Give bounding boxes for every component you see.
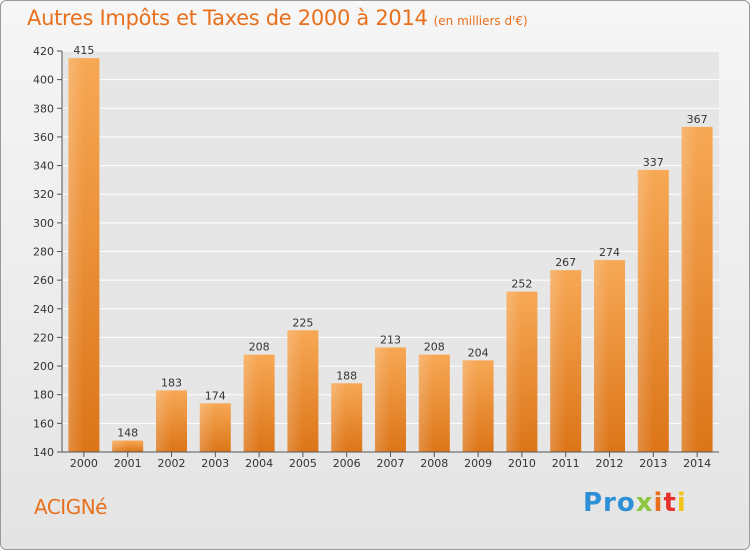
y-tick-label: 300 — [33, 217, 54, 230]
bar-highlight — [462, 360, 479, 452]
y-tick-label: 400 — [33, 74, 54, 87]
bar-highlight — [243, 354, 260, 452]
data-label: 208 — [249, 341, 270, 354]
y-tick-label: 360 — [33, 131, 54, 144]
data-label: 415 — [73, 44, 94, 57]
data-label: 267 — [555, 256, 576, 269]
y-tick-label: 220 — [33, 331, 54, 344]
data-label: 148 — [117, 427, 138, 440]
logo-part-3: i — [653, 488, 664, 518]
y-tick-label: 340 — [33, 160, 54, 173]
bar-highlight — [287, 330, 303, 452]
commune-name: ACIGNé — [34, 495, 107, 519]
logo-part-1: Pro — [583, 488, 636, 518]
proxiti-logo: Proxiti — [583, 488, 687, 518]
data-label: 204 — [468, 346, 489, 359]
y-tick-label: 320 — [33, 188, 54, 201]
bar-highlight — [637, 169, 654, 452]
x-tick-label: 2007 — [377, 457, 405, 470]
x-tick-label: 2001 — [114, 457, 142, 470]
y-tick-label: 260 — [33, 274, 54, 287]
data-label: 183 — [161, 376, 182, 389]
x-tick-label: 2003 — [201, 457, 229, 470]
y-tick-label: 380 — [33, 102, 54, 115]
x-tick-label: 2005 — [289, 457, 317, 470]
y-tick-label: 180 — [33, 389, 54, 402]
x-tick-label: 2004 — [245, 457, 273, 470]
x-tick-label: 2011 — [552, 457, 580, 470]
x-tick-label: 2014 — [683, 457, 711, 470]
x-tick-label: 2013 — [639, 457, 667, 470]
y-tick-label: 280 — [33, 246, 54, 259]
y-tick-label: 420 — [33, 45, 54, 58]
x-tick-label: 2008 — [420, 457, 448, 470]
bar-highlight — [112, 440, 128, 452]
data-label: 274 — [599, 246, 620, 259]
bar-highlight — [418, 354, 435, 452]
data-label: 213 — [380, 333, 401, 346]
logo-part-4: t — [663, 488, 677, 518]
y-tick-label: 200 — [33, 360, 54, 373]
logo-part-5: i — [676, 488, 687, 518]
bar-highlight — [331, 383, 347, 452]
y-tick-label: 240 — [33, 303, 54, 316]
bar-highlight — [156, 390, 172, 452]
chart-title-main: Autres Impôts et Taxes de 2000 à 2014 — [27, 6, 428, 30]
x-tick-label: 2012 — [596, 457, 624, 470]
data-label: 174 — [205, 389, 226, 402]
y-tick-label: 160 — [33, 417, 54, 430]
bar-highlight — [594, 260, 610, 452]
x-tick-label: 2000 — [70, 457, 98, 470]
bar-highlight — [681, 126, 698, 453]
bar-highlight — [550, 270, 566, 452]
bar-highlight — [375, 347, 391, 452]
x-tick-label: 2009 — [464, 457, 492, 470]
chart-title-unit: (en milliers d'€) — [433, 14, 528, 28]
data-label: 225 — [292, 316, 313, 329]
bar-highlight — [506, 291, 522, 452]
x-tick-label: 2002 — [158, 457, 186, 470]
data-label: 367 — [687, 113, 708, 126]
data-label: 188 — [336, 369, 357, 382]
logo-part-2: x — [635, 488, 654, 518]
data-label: 337 — [643, 156, 664, 169]
y-tick-label: 140 — [33, 446, 54, 459]
bar-highlight — [199, 403, 216, 452]
data-label: 208 — [424, 341, 445, 354]
chart-title: Autres Impôts et Taxes de 2000 à 2014 (en… — [27, 6, 528, 30]
x-tick-label: 2006 — [333, 457, 361, 470]
bar-highlight — [68, 58, 84, 453]
x-tick-label: 2010 — [508, 457, 536, 470]
data-label: 252 — [511, 278, 532, 291]
